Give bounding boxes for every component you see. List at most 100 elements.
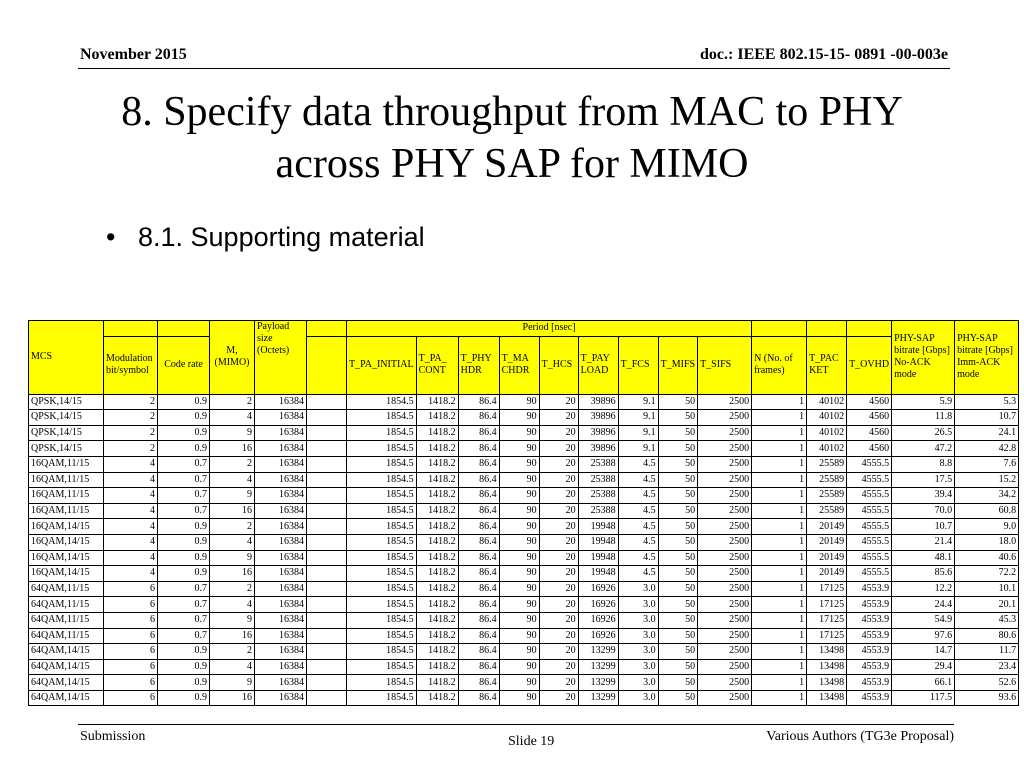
cell-code-rate: 0.7: [157, 471, 210, 489]
cell-t-phy-hdr: 86.4: [457, 487, 500, 504]
cell-code-rate: 0.9: [157, 393, 210, 411]
cell-t-packet: 17125: [806, 611, 848, 629]
cell-modulation: 6: [103, 580, 158, 598]
cell-t-packet: 20149: [806, 533, 848, 551]
cell-t-fcs: 4.5: [617, 502, 659, 520]
cell-mcs: 64QAM,11/15: [28, 580, 104, 598]
throughput-table: MCS M, (MIMO) Payload size (Octets) Peri…: [28, 320, 1020, 707]
header-t-payload: T_PAY LOAD: [577, 335, 619, 395]
cell-bitrate-immack: 60.8: [954, 502, 1020, 520]
cell-t-pa-cont: 1418.2: [415, 565, 459, 582]
cell-t-hcs: 20: [538, 533, 579, 551]
cell-t-hcs: 20: [538, 424, 579, 442]
cell-t-sifs: 2500: [697, 580, 753, 598]
cell-n-frames: 1: [751, 627, 808, 645]
cell-t-ovhd: 4553.9: [846, 643, 893, 660]
cell-mcs: QPSK,14/15: [28, 424, 104, 442]
cell-t-payload: 19948: [577, 549, 619, 567]
footer-divider: [78, 724, 954, 725]
cell-mcs: 16QAM,11/15: [28, 455, 104, 473]
cell-payload: 16384: [254, 471, 307, 489]
cell-blank: [306, 471, 347, 489]
cell-blank: [306, 596, 347, 613]
cell-t-hcs: 20: [538, 565, 579, 582]
cell-t-hcs: 20: [538, 518, 579, 535]
cell-code-rate: 0.7: [157, 487, 210, 504]
cell-m: 4: [209, 409, 255, 426]
header-m-mimo: M, (MIMO): [209, 320, 255, 395]
cell-m: 9: [209, 424, 255, 442]
cell-t-fcs: 4.5: [617, 533, 659, 551]
cell-t-payload: 16926: [577, 596, 619, 613]
cell-t-mifs: 50: [657, 518, 699, 535]
cell-bitrate-noack: 11.8: [891, 409, 956, 426]
cell-t-sifs: 2500: [697, 565, 753, 582]
cell-t-packet: 40102: [806, 440, 848, 457]
table-row: 64QAM,14/15 6 0.9 2 16384 1854.5 1418.2 86.4 90 2…: [28, 643, 1020, 660]
cell-t-fcs: 3.0: [617, 674, 659, 691]
cell-t-hcs: 20: [538, 658, 579, 676]
cell-t-packet: 25589: [806, 487, 848, 504]
cell-t-packet: 25589: [806, 471, 848, 489]
cell-payload: 16384: [254, 611, 307, 629]
cell-t-sifs: 2500: [697, 658, 753, 676]
cell-m: 9: [209, 674, 255, 691]
cell-t-mifs: 50: [657, 549, 699, 567]
cell-t-packet: 25589: [806, 502, 848, 520]
cell-bitrate-noack: 17.5: [891, 471, 956, 489]
cell-code-rate: 0.9: [157, 409, 210, 426]
cell-t-ovhd: 4555.5: [846, 533, 893, 551]
cell-code-rate: 0.7: [157, 596, 210, 613]
cell-bitrate-immack: 20.1: [954, 596, 1020, 613]
table-row: 16QAM,14/15 4 0.9 2 16384 1854.5 1418.2 86.4 90 2…: [28, 518, 1020, 535]
cell-code-rate: 0.7: [157, 627, 210, 645]
cell-modulation: 4: [103, 565, 158, 582]
cell-t-pa-cont: 1418.2: [415, 393, 459, 411]
cell-code-rate: 0.9: [157, 565, 210, 582]
cell-blank: [306, 440, 347, 457]
cell-mcs: 16QAM,14/15: [28, 518, 104, 535]
table-row: 64QAM,11/15 6 0.7 9 16384 1854.5 1418.2 86.4 90 2…: [28, 611, 1020, 629]
cell-t-phy-hdr: 86.4: [457, 627, 500, 645]
cell-t-fcs: 4.5: [617, 518, 659, 535]
cell-mcs: 64QAM,11/15: [28, 627, 104, 645]
header-divider: [78, 68, 950, 69]
header-period: Period [nsec]: [345, 320, 753, 337]
header-t-ma-chdr: T_MA CHDR: [498, 335, 540, 395]
header-t-hcs: T_HCS: [538, 335, 579, 395]
cell-t-mifs: 50: [657, 393, 699, 411]
header-t-packet: T_PAC KET: [806, 335, 848, 395]
cell-t-phy-hdr: 86.4: [457, 549, 500, 567]
cell-bitrate-noack: 8.8: [891, 455, 956, 473]
cell-blank: [306, 643, 347, 660]
cell-t-fcs: 9.1: [617, 440, 659, 457]
cell-t-pa-initial: 1854.5: [346, 455, 417, 473]
cell-bitrate-immack: 7.6: [954, 455, 1020, 473]
cell-t-pa-initial: 1854.5: [346, 440, 417, 457]
cell-t-ma-chdr: 90: [498, 502, 540, 520]
table-row: 64QAM,14/15 6 0.9 9 16384 1854.5 1418.2 86.4 90 2…: [28, 674, 1020, 691]
cell-modulation: 2: [103, 424, 158, 442]
cell-t-pa-cont: 1418.2: [415, 424, 459, 442]
cell-modulation: 2: [103, 409, 158, 426]
table-row: 64QAM,11/15 6 0.7 4 16384 1854.5 1418.2 86.4 90 2…: [28, 596, 1020, 613]
cell-t-sifs: 2500: [697, 502, 753, 520]
cell-n-frames: 1: [751, 393, 808, 411]
cell-mcs: 64QAM,14/15: [28, 674, 104, 691]
cell-t-fcs: 3.0: [617, 658, 659, 676]
table-row: 64QAM,11/15 6 0.7 2 16384 1854.5 1418.2 86.4 90 2…: [28, 580, 1020, 598]
table-row: QPSK,14/15 2 0.9 4 16384 1854.5 1418.2 86.4 90 20…: [28, 409, 1020, 426]
cell-t-hcs: 20: [538, 611, 579, 629]
cell-modulation: 2: [103, 440, 158, 457]
cell-bitrate-immack: 23.4: [954, 658, 1020, 676]
cell-t-packet: 40102: [806, 424, 848, 442]
cell-t-pa-cont: 1418.2: [415, 549, 459, 567]
cell-bitrate-immack: 52.6: [954, 674, 1020, 691]
cell-n-frames: 1: [751, 518, 808, 535]
cell-t-ma-chdr: 90: [498, 424, 540, 442]
cell-n-frames: 1: [751, 674, 808, 691]
cell-mcs: 16QAM,14/15: [28, 533, 104, 551]
table-row: 64QAM,14/15 6 0.9 4 16384 1854.5 1418.2 86.4 90 2…: [28, 658, 1020, 676]
cell-t-hcs: 20: [538, 440, 579, 457]
cell-t-fcs: 3.0: [617, 611, 659, 629]
